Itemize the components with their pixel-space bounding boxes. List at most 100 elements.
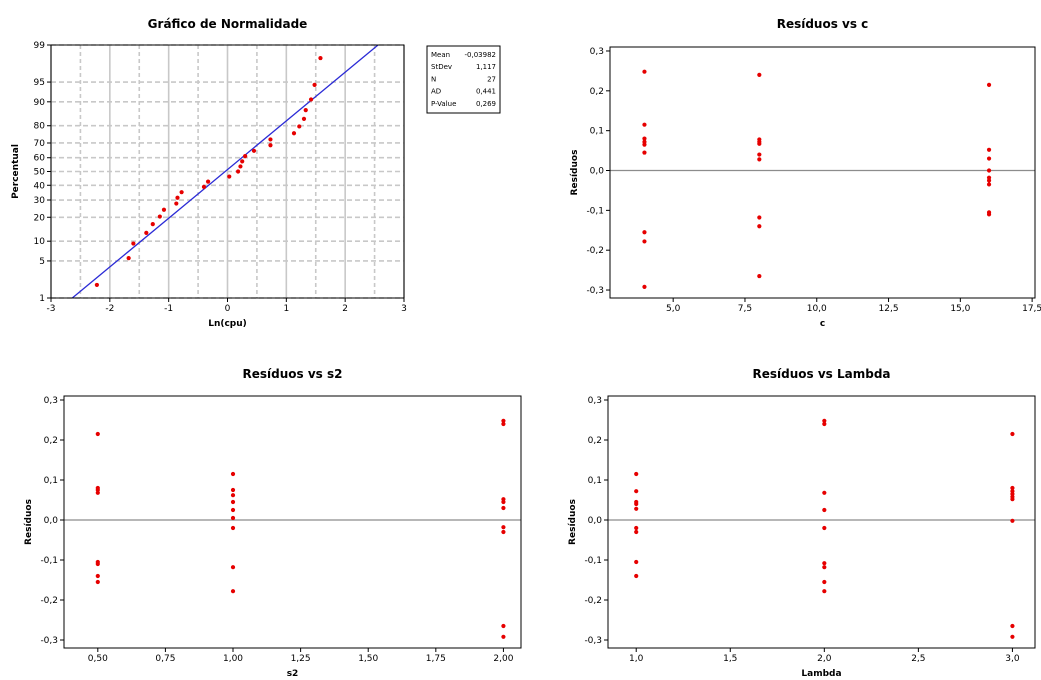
data-point	[95, 573, 100, 579]
y-tick-label: 0,0	[588, 516, 603, 526]
data-point	[634, 573, 639, 579]
stats-label: N	[431, 75, 436, 83]
data-point	[757, 273, 762, 279]
data-point	[230, 515, 236, 521]
data-point	[150, 221, 155, 227]
x-tick-label: 2,0	[817, 654, 832, 664]
data-point	[642, 122, 647, 127]
data-point	[757, 141, 762, 146]
data-point	[634, 501, 639, 507]
data-point	[501, 499, 506, 505]
data-point	[157, 214, 162, 219]
data-point	[634, 525, 639, 531]
data-point	[238, 164, 243, 169]
y-axis-label: Resíduos	[24, 499, 34, 545]
data-point	[1010, 431, 1015, 437]
data-point	[757, 224, 762, 229]
stats-value: 1,117	[476, 63, 496, 71]
data-point	[230, 507, 236, 513]
y-tick-label: 0,2	[588, 436, 602, 446]
y-tick-label: 0,1	[44, 476, 58, 486]
plot-frame	[63, 395, 522, 649]
y-tick-label: -0,1	[584, 556, 602, 566]
data-point	[986, 168, 992, 173]
data-point	[318, 55, 323, 61]
data-point	[144, 230, 149, 235]
x-tick-label: 3,0	[1005, 654, 1020, 664]
data-point	[822, 507, 827, 513]
data-point	[126, 256, 131, 261]
data-point	[757, 157, 762, 162]
y-tick-label: 0,0	[590, 167, 605, 177]
data-point	[131, 241, 136, 246]
data-point	[634, 559, 639, 565]
x-tick-label: 7,5	[738, 304, 752, 314]
y-tick-label: -0,2	[586, 246, 604, 256]
y-tick-label: 60	[34, 154, 46, 164]
chart-res_c: Resíduos vs c 5,0 7,5 10,0 12,5 15,0 17,5 -0,3 -…	[570, 17, 1041, 329]
chart-title: Resíduos vs s2	[243, 367, 343, 381]
data-point	[230, 471, 236, 477]
data-point	[297, 124, 302, 129]
data-point	[501, 634, 506, 639]
y-axis-label: Percentual	[11, 144, 21, 199]
y-tick-label: 30	[34, 196, 46, 206]
data-point	[240, 159, 245, 164]
y-tick-label: 0,3	[590, 47, 604, 57]
x-axis-label: s2	[287, 669, 299, 679]
x-tick-label: 5,0	[666, 304, 681, 314]
y-tick-label: 95	[34, 78, 45, 88]
data-point	[757, 72, 762, 77]
chart-title: Resíduos vs c	[777, 17, 869, 31]
x-tick-label: 1,50	[358, 654, 378, 664]
y-tick-label: -0,2	[40, 596, 58, 606]
data-point	[175, 195, 180, 200]
x-tick-label: 0	[225, 304, 231, 314]
data-point	[230, 565, 236, 570]
data-point	[230, 493, 236, 498]
data-point	[642, 136, 647, 141]
data-point	[986, 182, 992, 187]
data-point	[230, 487, 236, 493]
stats-value: 27	[487, 75, 496, 83]
data-point	[634, 471, 639, 477]
y-tick-label: 0,1	[588, 476, 602, 486]
data-point	[822, 421, 827, 427]
data-point	[268, 143, 273, 148]
data-point	[95, 490, 100, 495]
data-point	[230, 499, 236, 505]
data-point	[501, 505, 506, 511]
data-point	[235, 169, 241, 174]
data-point	[822, 561, 827, 566]
data-point	[1010, 485, 1015, 491]
data-point	[986, 212, 992, 217]
chart-title: Resíduos vs Lambda	[753, 367, 891, 381]
x-tick-label: 2,5	[911, 654, 925, 664]
data-point	[291, 131, 297, 136]
data-point	[95, 579, 100, 585]
x-axis-label: c	[820, 319, 825, 329]
y-axis-label: Resíduos	[570, 150, 580, 196]
data-point	[201, 184, 207, 189]
x-tick-label: -3	[47, 304, 56, 314]
y-axis-label: Resíduos	[568, 499, 578, 545]
data-point	[642, 142, 647, 147]
data-point	[822, 589, 827, 594]
y-tick-label: 50	[34, 168, 46, 178]
data-point	[1010, 518, 1015, 523]
data-point	[230, 589, 236, 594]
data-point	[251, 148, 257, 153]
data-point	[95, 431, 100, 437]
data-point	[1010, 623, 1015, 629]
data-point	[308, 97, 314, 102]
data-point	[205, 179, 211, 184]
x-tick-label: -2	[105, 304, 114, 314]
x-tick-label: 2	[342, 304, 348, 314]
data-point	[501, 418, 506, 423]
stats-box	[426, 45, 501, 114]
y-tick-label: 0,3	[44, 396, 58, 406]
data-point	[268, 137, 273, 142]
plot-frame	[609, 46, 1036, 299]
y-tick-label: -0,3	[40, 636, 58, 646]
